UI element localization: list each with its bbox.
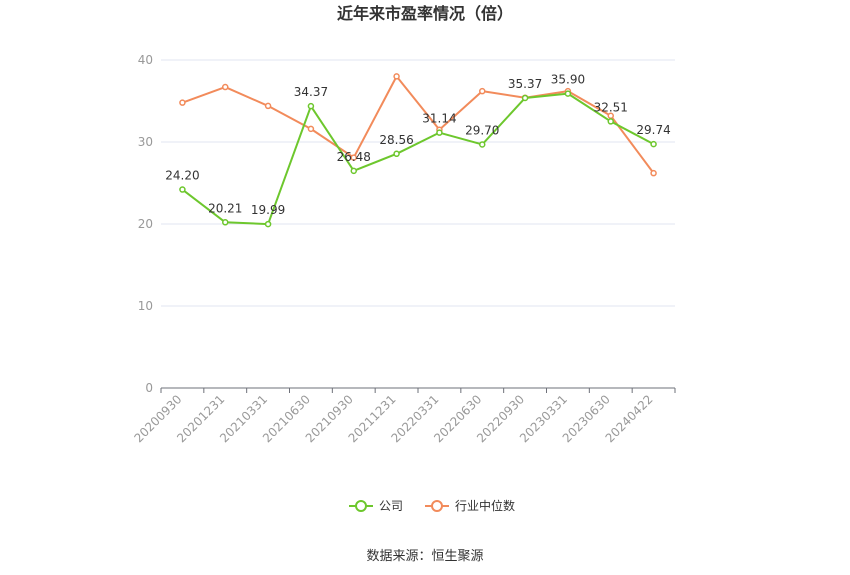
company-point [607,118,614,125]
company-data-label: 31.14 [422,112,456,126]
industry-median-point [650,169,657,177]
legend-label: 公司 [379,499,403,513]
company-data-label: 24.20 [165,169,199,183]
data-source: 数据来源：恒生聚源 [366,549,483,564]
data-labels: 24.20 20.21 19.99 34.37 26.48 28.56 31.14 29.70… [165,73,671,217]
company-data-label: 19.99 [251,203,285,217]
industry-median-point [264,102,272,110]
industry-median-line [182,75,655,174]
y-tick-label: 30 [138,135,153,149]
company-line [181,92,655,226]
legend[interactable]: 公司 行业中位数 [349,498,515,513]
industry-median-point [393,73,400,80]
company-point [350,167,357,175]
legend-label: 行业中位数 [455,498,515,513]
company-point [650,140,657,148]
industry-median-point [350,154,357,161]
company-point [393,150,400,158]
company-data-label: 35.37 [508,77,542,91]
legend-marker-icon [431,500,443,512]
legend-item-industry-median[interactable]: 行业中位数 [425,498,515,513]
company-data-label: 35.90 [551,73,585,87]
chart-title: 近年来市盈率情况（倍） [337,4,513,23]
company-data-label: 34.37 [294,85,328,99]
industry-median-point [222,83,229,91]
company-point [179,186,186,193]
company-point [264,220,272,228]
company-point [564,90,572,97]
company-data-label: 28.56 [379,133,413,147]
series-layer [179,73,657,228]
company-data-label: 29.74 [636,123,670,137]
company-point [222,219,229,226]
company-point [521,94,529,102]
y-tick-label: 0 [145,381,153,395]
grid-lines [161,59,675,307]
company-point [307,102,315,110]
company-data-label: 20.21 [208,201,242,215]
company-data-label: 29.70 [465,123,499,137]
company-data-label: 32.51 [594,100,628,114]
company-point [479,141,486,148]
y-tick-label: 40 [138,53,153,67]
company-data-label: 26.48 [337,150,371,164]
industry-median-point [479,87,486,95]
industry-median-point [307,125,315,133]
company-point [436,129,443,136]
y-tick-label: 10 [138,299,153,313]
industry-median-point [179,99,186,106]
y-tick-label: 20 [138,217,153,231]
legend-marker-icon [355,500,367,512]
legend-item-company[interactable]: 公司 [349,499,403,513]
